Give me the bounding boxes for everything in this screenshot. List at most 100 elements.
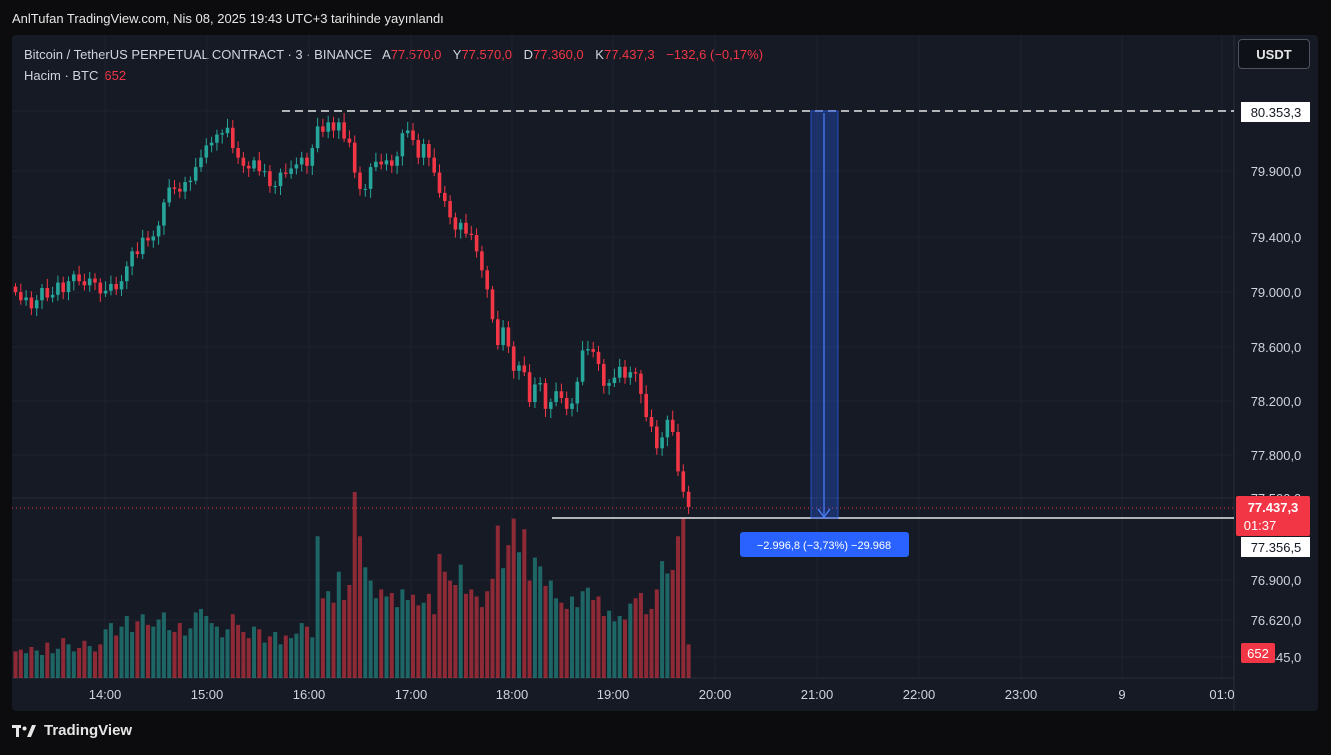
candle-body — [140, 237, 145, 255]
measure-tool[interactable]: −2.996,8 (−3,73%) −29.968 — [740, 110, 909, 557]
low-price-label: 77.356,5 — [1251, 540, 1302, 555]
measure-label-box — [740, 532, 909, 557]
volume-bar — [352, 492, 357, 678]
volume-bar — [517, 552, 521, 678]
candle-body — [34, 300, 39, 309]
volume-bar — [294, 633, 299, 678]
volume-bar — [437, 554, 442, 678]
volume-bar — [601, 616, 606, 678]
candle-body — [358, 172, 362, 189]
candle-body — [591, 349, 595, 352]
candle-body — [273, 186, 277, 188]
candle-body — [188, 180, 193, 183]
volume-bar — [670, 569, 675, 678]
candle-body — [50, 294, 55, 298]
volume-bar — [373, 598, 378, 678]
grid-lines — [12, 35, 1234, 678]
candle-body — [40, 288, 44, 301]
candle-body — [24, 297, 28, 301]
candle-body — [617, 366, 622, 378]
volume-bar — [649, 608, 654, 678]
chart-panel[interactable]: Bitcoin / TetherUS PERPETUAL CONTRACT · … — [12, 35, 1318, 711]
candle-body — [453, 217, 458, 230]
volume-bar — [135, 621, 140, 678]
candle-body — [400, 133, 405, 157]
candle-body — [511, 346, 516, 371]
volume-bar — [61, 638, 66, 678]
candle-body — [284, 172, 288, 174]
price-tick-label: 76.620,0 — [1251, 613, 1302, 628]
volume-bar — [612, 621, 617, 678]
candle-body — [501, 327, 505, 346]
candle-body — [19, 292, 23, 301]
candle-body — [321, 126, 325, 132]
candlestick-chart[interactable]: −2.996,8 (−3,73%) −29.968 80.400,079.900… — [12, 35, 1318, 711]
candle-body — [66, 281, 71, 293]
time-tick-label: 9 — [1118, 687, 1125, 702]
price-tick-label: 78.600,0 — [1251, 340, 1302, 355]
time-axis: 14:00 15:00 16:00 17:00 18:00 19:00 20:00 21:00… — [89, 687, 1235, 702]
candle-body — [268, 171, 272, 187]
close-label: K — [595, 47, 604, 62]
price-axis: 80.400,079.900,079.400,079.000,078.600,0… — [1251, 104, 1302, 665]
volume-bar — [464, 593, 468, 678]
high-price-tag: 80.353,3 — [1241, 102, 1310, 122]
candle-body — [146, 237, 150, 241]
volume-bar — [283, 635, 288, 678]
candle-body — [109, 283, 113, 291]
volume-bar — [310, 637, 315, 678]
volume-bar — [442, 571, 447, 678]
candle-body — [602, 364, 606, 386]
volume-bar — [24, 653, 29, 678]
volume-bar — [230, 614, 235, 678]
volume-bar — [320, 598, 325, 678]
volume-bar — [71, 651, 76, 678]
volume-bar — [87, 646, 92, 678]
volume-bar — [570, 596, 574, 678]
candle-body — [326, 122, 330, 132]
candle-body — [464, 222, 468, 234]
candle-body — [368, 167, 373, 189]
candle-body — [61, 282, 65, 293]
currency-button[interactable]: USDT — [1238, 39, 1310, 69]
footer-brand: TradingView — [12, 722, 132, 739]
candle-body — [204, 145, 209, 158]
candle-body — [655, 426, 659, 449]
close-value: 77.437,3 — [603, 47, 655, 62]
candle-body — [156, 225, 161, 237]
last-price-label: 77.437,3 — [1248, 500, 1299, 515]
candle-body — [686, 491, 691, 508]
volume-bar — [305, 626, 309, 678]
candle-body — [458, 222, 463, 230]
volume-bar — [469, 589, 474, 678]
volume-bar — [103, 629, 108, 678]
candle-body — [246, 165, 251, 169]
candle-body — [241, 157, 246, 166]
candle-body — [13, 286, 18, 293]
candle-body — [236, 148, 240, 158]
candle-body — [374, 161, 378, 168]
publish-caption: AnlTufan TradingView.com, Nis 08, 2025 1… — [12, 11, 444, 26]
candle-body — [421, 144, 426, 158]
candle-body — [93, 278, 97, 283]
candle-body — [665, 419, 670, 438]
volume-bar — [623, 619, 627, 678]
candle-body — [172, 187, 177, 189]
candle-body — [564, 398, 569, 409]
volume-bar — [172, 631, 177, 678]
candle-body — [315, 126, 320, 149]
time-tick-label: 21:00 — [801, 687, 834, 702]
volume-bar — [580, 591, 585, 678]
candle-body — [77, 274, 81, 282]
candle-body — [670, 419, 675, 432]
candle-body — [490, 289, 495, 320]
candle-body — [469, 233, 474, 236]
volume-bar — [596, 596, 601, 678]
candle-body — [231, 127, 235, 149]
volume-bar — [40, 654, 44, 678]
candle-body — [193, 167, 198, 181]
candle-body — [496, 319, 500, 346]
volume-bar — [527, 580, 532, 678]
candle-body — [305, 157, 309, 166]
volume-bar — [591, 600, 596, 678]
